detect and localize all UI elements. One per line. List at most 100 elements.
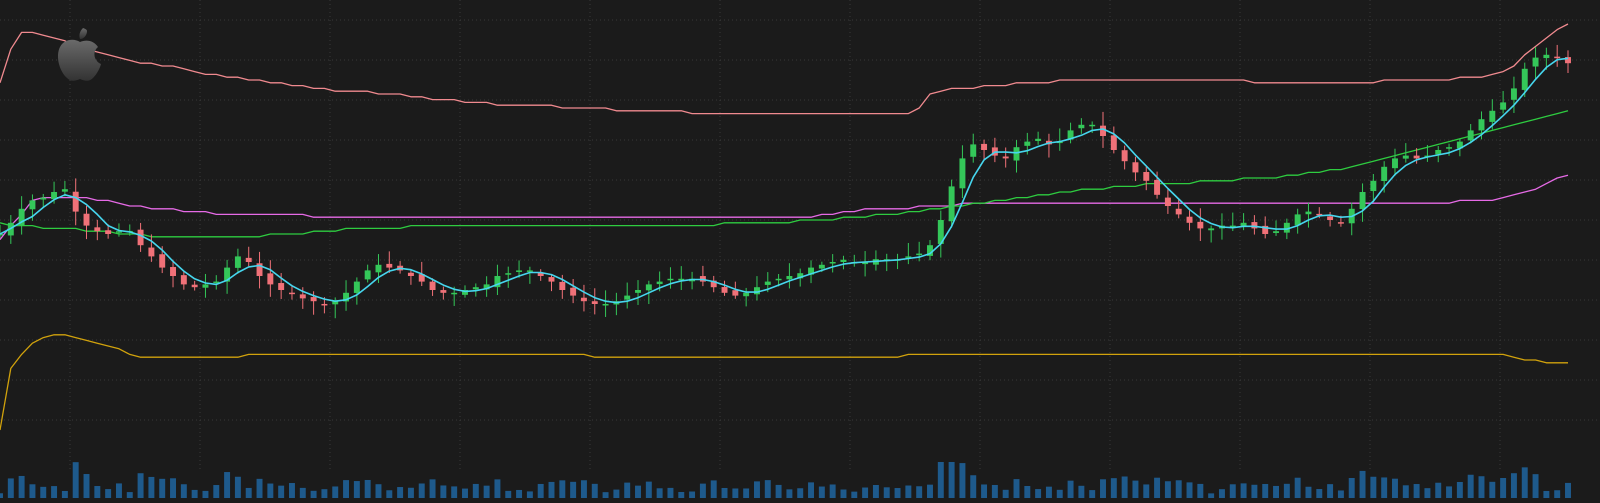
volume-bar [213, 485, 220, 498]
lower-band-line [0, 334, 1568, 431]
volume-bar [159, 478, 166, 498]
candle-body [1089, 124, 1096, 127]
candle-body [937, 220, 944, 244]
volume-bar [678, 492, 685, 498]
candle-body [1510, 88, 1517, 100]
volume-bar [851, 491, 858, 498]
volume-bar [624, 482, 631, 498]
volume-bar [591, 483, 598, 498]
candle-body [105, 230, 112, 234]
volume-bar [548, 481, 555, 498]
volume-bar [699, 483, 706, 498]
volume-bar [1424, 488, 1431, 498]
candle-body [1446, 147, 1453, 149]
candle-body [137, 229, 144, 246]
candle-body [94, 227, 101, 232]
volume-bar [267, 483, 274, 498]
volume-bar [635, 485, 641, 498]
candle-body [656, 281, 663, 285]
candle-body [948, 186, 955, 222]
candle-body [927, 245, 933, 256]
candle-body [624, 295, 631, 300]
volume-bar [862, 487, 869, 498]
volume-bar [1067, 480, 1074, 498]
volume-bar [764, 480, 771, 498]
volume-bar [451, 486, 458, 498]
volume-bar [883, 487, 890, 498]
volume-bar [288, 483, 295, 498]
candle-body [1013, 147, 1020, 161]
volume-bar [1186, 482, 1193, 498]
volume-bar [407, 487, 414, 498]
candle-body [840, 259, 847, 262]
volume-bar [894, 488, 901, 498]
volume-bar [559, 480, 566, 498]
volume-bar [245, 487, 252, 498]
candle-body [1489, 110, 1496, 122]
volume-bar [580, 480, 587, 498]
candle-body [862, 262, 869, 265]
candle-body [1121, 150, 1128, 162]
candle-body [1024, 141, 1031, 146]
candle-body [1294, 214, 1301, 226]
volume-bar [1456, 481, 1463, 498]
indicator-lines [0, 23, 1569, 431]
volume-bar [278, 485, 285, 498]
volume-bar [1370, 476, 1377, 498]
candle-body [916, 253, 923, 256]
volume-bar [386, 490, 393, 498]
volume-bar [808, 482, 815, 498]
volume-bar [483, 485, 490, 498]
volume-bar [732, 488, 739, 498]
volume-bar [829, 484, 836, 498]
volume-bar [126, 492, 133, 498]
candle-body [440, 290, 447, 293]
candle-body [267, 273, 274, 285]
volume-bar [1154, 477, 1161, 498]
candle-body [407, 272, 414, 276]
volume-bar [224, 472, 231, 498]
volume-bar [1478, 476, 1485, 498]
volume-bar [1381, 477, 1388, 498]
volume-bar [872, 484, 879, 498]
candle-body [818, 264, 825, 269]
volume-bar [1565, 482, 1571, 498]
candle-body [1381, 166, 1388, 181]
volume-bar [1024, 485, 1031, 498]
candle-body [635, 290, 641, 293]
candle-body [321, 303, 328, 306]
volume-bar [1218, 489, 1225, 498]
volume-bar [1240, 483, 1247, 498]
candle-body [1500, 102, 1507, 110]
volume-bar [570, 481, 577, 498]
volume-bar [537, 483, 544, 498]
candle-body [353, 281, 360, 293]
volume-bar [137, 473, 144, 498]
volume-bar [105, 489, 112, 498]
candle-body [1521, 68, 1528, 90]
candle-body [1175, 208, 1182, 215]
candle-body [1273, 231, 1280, 233]
volume-bar [645, 481, 652, 498]
candle-body [829, 262, 836, 264]
candle-body [1370, 180, 1377, 192]
volume-bar [1283, 483, 1290, 498]
volume-bar [1251, 484, 1258, 498]
volume-bar [170, 478, 176, 498]
volume-bar [1316, 489, 1323, 498]
volume-bar [1056, 489, 1063, 498]
candle-body [0, 234, 3, 236]
volume-bar [299, 487, 306, 498]
volume-bar [29, 484, 36, 498]
volume-bar [1045, 486, 1052, 498]
candle-body [224, 267, 231, 282]
volume-bar [981, 484, 988, 498]
candle-body [148, 247, 155, 257]
candle-body [537, 272, 544, 276]
volume-bar [1294, 477, 1301, 498]
volume-bar [364, 479, 371, 498]
candle-body [278, 283, 285, 290]
volume-bar [256, 478, 263, 498]
volume-bar [656, 488, 663, 498]
